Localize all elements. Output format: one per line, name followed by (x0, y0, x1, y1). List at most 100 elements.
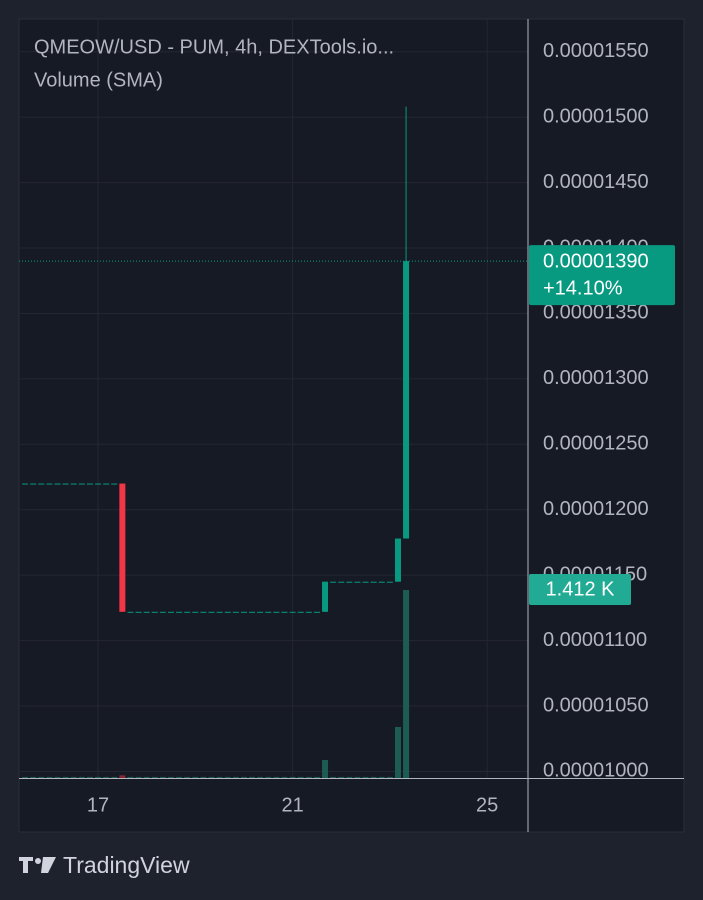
volume-bar (192, 776, 199, 778)
volume-bar (38, 776, 45, 778)
candle-body (330, 581, 337, 583)
grid (19, 19, 528, 778)
candle-body (362, 581, 369, 583)
candle-body (135, 611, 142, 613)
volume-bar (386, 776, 393, 778)
volume-bar (54, 776, 61, 778)
volume-bar (338, 776, 345, 778)
candle-body (403, 261, 410, 539)
candle-body (176, 611, 183, 613)
candle-body (249, 611, 256, 613)
volume-bar (111, 776, 118, 778)
volume-bar (127, 776, 134, 778)
y-tick-label: 0.00001450 (543, 171, 649, 193)
marks (19, 106, 528, 778)
candle-body (322, 581, 329, 612)
candle-body (370, 581, 377, 583)
logo-part (35, 858, 41, 864)
candle-body (265, 611, 272, 613)
volume-badge (529, 573, 631, 605)
candle-body (111, 483, 118, 485)
volume-bar (143, 776, 150, 778)
candle-body (354, 581, 361, 583)
volume-bar (135, 776, 142, 778)
candle-body (86, 483, 93, 485)
volume-bar (330, 776, 337, 778)
candle-body (378, 581, 385, 583)
volume-bar (403, 589, 410, 778)
volume-bar (249, 776, 256, 778)
candle-body (257, 611, 264, 613)
candle-body (143, 611, 150, 613)
volume-bar (167, 776, 174, 778)
volume-bar (103, 776, 110, 778)
candle-body (46, 483, 53, 485)
x-tick-label: 17 (87, 794, 109, 816)
volume-bar (378, 776, 385, 778)
volume-bar (257, 776, 264, 778)
volume-bar (394, 727, 401, 778)
volume-bar (240, 776, 247, 778)
volume-bar (370, 776, 377, 778)
volume-bar (30, 776, 37, 778)
logo-part (41, 857, 56, 873)
candle-body (305, 611, 312, 613)
volume-bar (119, 775, 126, 778)
volume-label: 1.412 K (546, 578, 616, 600)
candle-body (95, 483, 102, 485)
volume-bar (95, 776, 102, 778)
candle-body (346, 581, 353, 583)
volume-bar (313, 776, 320, 778)
candle-body (127, 611, 134, 613)
volume-bar (184, 776, 191, 778)
candle-body (200, 611, 207, 613)
candle-body (192, 611, 199, 613)
candle-body (30, 483, 37, 485)
volume-bar (151, 776, 158, 778)
volume-bar (224, 776, 231, 778)
candle-body (159, 611, 166, 613)
y-tick-label: 0.00001000 (543, 760, 649, 782)
volume-bar (297, 776, 304, 778)
candle-body (184, 611, 191, 613)
volume-bar (70, 776, 77, 778)
volume-bar (200, 776, 207, 778)
volume-bar (232, 776, 239, 778)
volume-bar (159, 776, 166, 778)
candle-body (273, 611, 280, 613)
y-tick-label: 0.00001100 (543, 629, 647, 651)
badges: 0.00001390 +14.10% 1.412 K (529, 245, 675, 605)
candle-body (394, 538, 401, 582)
volume-bar (62, 776, 69, 778)
volume-bar (273, 776, 280, 778)
candle-body (386, 581, 393, 583)
volume-bar (86, 776, 93, 778)
chart-pane (18, 18, 685, 833)
y-tick-label: 0.00001500 (543, 105, 649, 127)
candle-body (54, 483, 61, 485)
candle-body (151, 611, 158, 613)
y-tick-label: 0.00001200 (543, 498, 649, 520)
volume-bar (346, 776, 353, 778)
volume-bar (46, 776, 53, 778)
chart-title: QMEOW/USD - PUM, 4h, DEXTools.io... (34, 36, 394, 58)
volume-bar (78, 776, 85, 778)
candle-body (38, 483, 45, 485)
volume-bar (176, 776, 183, 778)
candle-body (281, 611, 288, 613)
volume-bar (322, 760, 329, 778)
candle-body (78, 483, 85, 485)
volume-bar (22, 776, 29, 778)
last-price-label: 0.00001390 (543, 250, 649, 272)
x-tick-label: 25 (476, 794, 498, 816)
candle-body (208, 611, 215, 613)
chart-subtitle: Volume (SMA) (34, 69, 163, 91)
volume-bar (281, 776, 288, 778)
volume-bar (265, 776, 272, 778)
volume-bar (362, 776, 369, 778)
volume-bar (216, 776, 223, 778)
candle-body (216, 611, 223, 613)
candle-body (167, 611, 174, 613)
